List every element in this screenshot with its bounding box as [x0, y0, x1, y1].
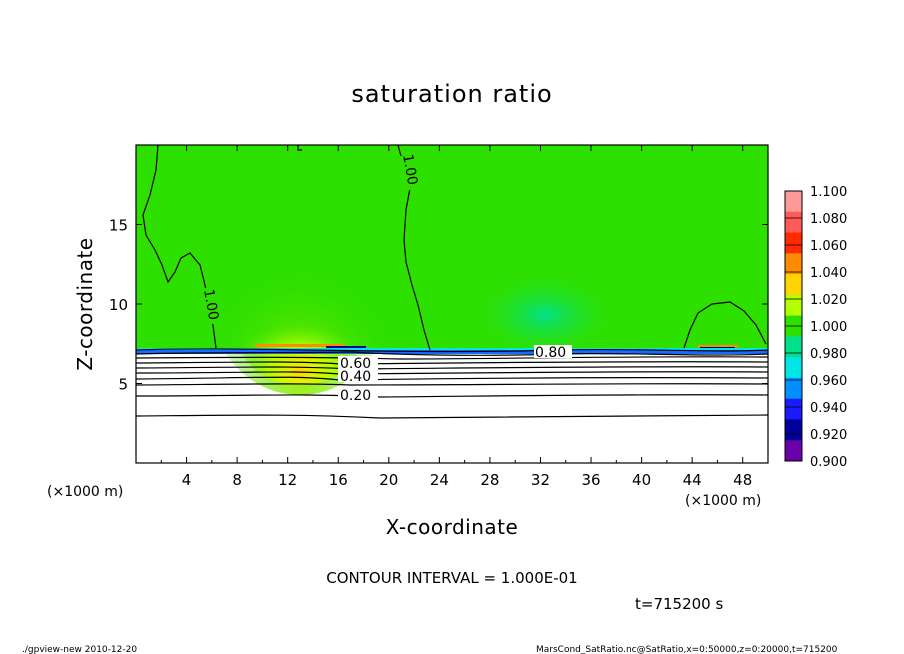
time-label: t=715200 s: [635, 595, 723, 613]
contour-label-0.60: 0.60: [340, 356, 371, 372]
colorbar-swatch: [785, 440, 802, 462]
contour-0.20: [136, 394, 768, 398]
contour-label-0.40: 0.40: [340, 369, 371, 385]
colorbar-swatch: [785, 191, 802, 213]
colorbar-label: 0.940: [810, 401, 847, 416]
colorbar-swatch: [785, 398, 802, 420]
contour-label-1.00-center: 1.00: [399, 153, 420, 186]
subsat-patch: [470, 270, 620, 360]
colorbar-label: 1.040: [810, 266, 847, 281]
y-axis-title: Z-coordinate: [73, 237, 97, 370]
colorbar-label: 0.900: [810, 455, 847, 470]
colorbar-label: 0.960: [810, 374, 847, 389]
x-tick-label: 36: [581, 471, 600, 489]
colorbar-swatch: [785, 211, 802, 234]
contour-1.00-right: [683, 301, 767, 349]
colorbar-label: 1.000: [810, 320, 847, 335]
footer-right: MarsCond_SatRatio.nc@SatRatio,x=0:50000,…: [536, 645, 838, 654]
x-axis-title: X-coordinate: [386, 515, 519, 539]
x-axis: 4 8 12 16 20 24 28 32 36 40 44 48: [160, 145, 752, 489]
contour-label-group: 1.00 1.00 0.80 0.60 0.40 0.20: [196, 153, 572, 404]
contour-0.45: [136, 371, 768, 375]
x-tick-label: 4: [182, 471, 192, 489]
contour-0.40: [136, 376, 768, 381]
x-unit-left: (×1000 m): [47, 484, 123, 500]
x-tick-label: 20: [379, 471, 398, 489]
colorbar-label: 1.020: [810, 293, 847, 308]
contour-0.80: [136, 351, 768, 356]
x-tick-label: 12: [278, 471, 297, 489]
footer-left: ./gpview-new 2010-12-20: [22, 645, 137, 654]
surface-band-orange: [255, 344, 345, 347]
colorbar-label: 1.080: [810, 212, 847, 227]
x-tick-label: 24: [430, 471, 449, 489]
contour-interval: CONTOUR INTERVAL = 1.000E-01: [326, 569, 577, 587]
colorbar-swatch: [785, 274, 802, 296]
colorbar-label: 0.980: [810, 347, 847, 362]
contour-0.70: [136, 356, 768, 360]
x-unit-right: (×1000 m): [685, 493, 761, 509]
plot-area: 1.00 1.00 0.80 0.60 0.40 0.20: [136, 145, 768, 463]
contour-0.90: [136, 348, 768, 353]
colorbar-label: 1.060: [810, 239, 847, 254]
contour-1.00-top: [297, 145, 302, 151]
colorbar-swatch: [785, 419, 802, 441]
colorbar: 1.100 1.080 1.060 1.040 1.020 1.000 0.980 0.960…: [784, 185, 847, 470]
y-tick-label: 5: [118, 376, 128, 394]
colorbar-swatch: [785, 232, 802, 254]
x-tick-label: 28: [480, 471, 499, 489]
x-tick-label: 32: [531, 471, 550, 489]
y-tick-label: 10: [109, 296, 128, 314]
x-tick-label: 40: [632, 471, 651, 489]
x-tick-label: 8: [232, 471, 242, 489]
contour-label-1.00-left: 1.00: [200, 288, 221, 321]
contour-0.30: [136, 383, 768, 386]
colorbar-swatch: [785, 294, 802, 317]
contour-0.50: [136, 366, 768, 370]
colorbar-swatch: [785, 253, 802, 275]
y-axis: 5 10 15: [109, 217, 768, 394]
colorbar-swatch: [785, 336, 802, 358]
chart-title: saturation ratio: [351, 80, 552, 108]
colorbar-label: 0.920: [810, 428, 847, 443]
contour-label-0.80: 0.80: [535, 345, 566, 361]
colorbar-swatch: [785, 377, 802, 400]
colorbar-label: 1.100: [810, 185, 847, 200]
contour-label-0.20: 0.20: [340, 388, 371, 404]
colorbar-swatch: [785, 357, 802, 379]
x-tick-label: 16: [329, 471, 348, 489]
x-tick-label: 48: [733, 471, 752, 489]
surface-band-orange-right: [698, 345, 738, 348]
y-tick-label: 15: [109, 217, 128, 235]
x-tick-label: 44: [683, 471, 702, 489]
